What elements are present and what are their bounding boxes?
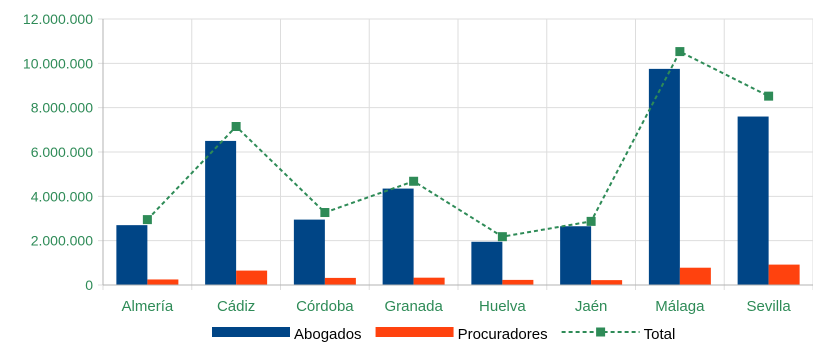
bar-abogados-2 (293, 219, 325, 285)
bar-procuradores-5 (591, 280, 623, 285)
point-total-5 (586, 216, 596, 226)
bar-abogados-3 (382, 188, 414, 285)
point-total-3 (409, 176, 419, 186)
y-tick-label: 10.000.000 (23, 55, 93, 71)
y-tick-label: 0 (85, 277, 93, 293)
bar-procuradores-0 (147, 279, 179, 285)
line-total (146, 50, 770, 238)
x-tick-label: Granada (384, 298, 443, 315)
bar-procuradores-6 (679, 267, 711, 285)
point-total-6 (675, 47, 685, 57)
x-tick-label: Cádiz (217, 298, 255, 315)
bar-procuradores-2 (324, 277, 356, 285)
bar-abogados-4 (471, 241, 503, 285)
x-tick-label: Málaga (655, 298, 705, 315)
bar-procuradores-3 (413, 277, 445, 285)
point-total-4 (497, 232, 507, 242)
legend-marker-total (596, 327, 606, 337)
bar-abogados-5 (560, 226, 592, 285)
legend-label-procuradores: Procuradores (458, 326, 548, 343)
bar-abogados-6 (648, 68, 680, 285)
axis-layer: 0 2.000.000 4.000.000 6.000.000 8.000.000 10.… (23, 11, 813, 315)
point-total-7 (764, 91, 774, 101)
legend-label-abogados: Abogados (294, 326, 362, 343)
bar-abogados-0 (116, 225, 148, 285)
bar-procuradores-4 (502, 279, 534, 285)
legend-label-total: Total (644, 326, 676, 343)
x-tick-label: Córdoba (296, 298, 354, 315)
legend-swatch-procuradores (375, 327, 454, 337)
x-tick-label: Almería (122, 298, 174, 315)
legend-swatch-abogados (212, 327, 290, 337)
y-tick-label: 2.000.000 (31, 233, 93, 249)
bar-abogados-1 (205, 140, 237, 285)
point-total-0 (142, 215, 152, 225)
bar-abogados-7 (737, 116, 769, 286)
y-tick-label: 12.000.000 (23, 11, 93, 27)
y-tick-label: 4.000.000 (31, 188, 93, 204)
x-tick-label: Huelva (479, 298, 526, 315)
bars-layer (116, 68, 800, 286)
legend-layer: Abogados Procuradores Total (212, 326, 675, 343)
bar-procuradores-7 (768, 264, 800, 285)
x-tick-label: Sevilla (747, 298, 792, 315)
point-total-1 (231, 122, 241, 132)
line-layer (142, 47, 774, 242)
bar-procuradores-1 (236, 270, 268, 285)
y-tick-label: 8.000.000 (31, 100, 93, 116)
y-tick-label: 6.000.000 (31, 144, 93, 160)
x-tick-label: Jaén (575, 298, 608, 315)
point-total-2 (320, 208, 330, 218)
